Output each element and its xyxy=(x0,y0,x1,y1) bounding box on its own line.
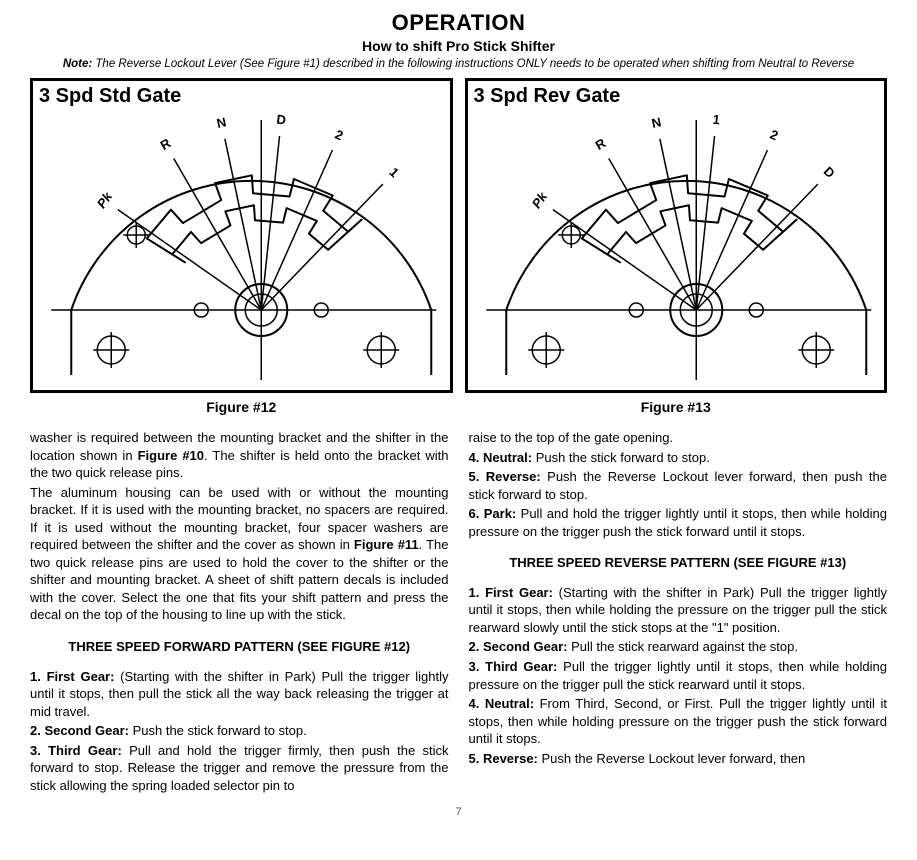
step-r-first: 1. First Gear: (Starting with the shifte… xyxy=(469,584,888,637)
step-label: 5. Reverse: xyxy=(469,469,541,484)
step-label: 4. Neutral: xyxy=(469,450,533,465)
figure-left-caption: Figure #12 xyxy=(30,399,453,415)
step-text: Push the stick forward to stop. xyxy=(129,723,307,738)
note-label: Note: xyxy=(63,58,92,70)
figure-left-box: 3 Spd Std Gate Pk R N D 2 1 xyxy=(30,78,453,393)
figure-right-box: 3 Spd Rev Gate Pk R N 1 2 D xyxy=(465,78,888,393)
step-text: Push the Reverse Lockout lever forward, … xyxy=(538,751,805,766)
svg-text:1: 1 xyxy=(386,164,402,180)
gate-diagram-left: Pk R N D 2 1 xyxy=(39,85,444,385)
svg-text:Pk: Pk xyxy=(94,189,116,211)
left-column: washer is required between the mounting … xyxy=(30,429,449,796)
svg-text:2: 2 xyxy=(333,127,346,144)
right-column: raise to the top of the gate opening. 4.… xyxy=(469,429,888,796)
step-label: 3. Third Gear: xyxy=(30,743,122,758)
svg-text:N: N xyxy=(215,114,227,131)
figure-right-caption: Figure #13 xyxy=(465,399,888,415)
para-raise: raise to the top of the gate opening. xyxy=(469,429,888,447)
svg-text:D: D xyxy=(820,164,837,181)
section-forward-pattern: THREE SPEED FORWARD PATTERN (SEE FIGURE … xyxy=(30,638,449,656)
svg-text:1: 1 xyxy=(711,112,720,128)
page-subtitle: How to shift Pro Stick Shifter xyxy=(30,38,887,54)
note-line: Note: The Reverse Lockout Lever (See Fig… xyxy=(30,58,887,70)
section-reverse-pattern: THREE SPEED REVERSE PATTERN (SEE FIGURE … xyxy=(469,554,888,572)
step-label: 2. Second Gear: xyxy=(469,639,568,654)
svg-text:R: R xyxy=(158,135,174,153)
step-r-neutral: 4. Neutral: From Third, Second, or First… xyxy=(469,695,888,748)
step-r-reverse: 5. Reverse: Push the Reverse Lockout lev… xyxy=(469,750,888,768)
header-block: OPERATION How to shift Pro Stick Shifter… xyxy=(30,10,887,70)
step-label: 6. Park: xyxy=(469,506,517,521)
step-second-gear: 2. Second Gear: Push the stick forward t… xyxy=(30,722,449,740)
svg-text:R: R xyxy=(592,135,608,153)
step-r-third: 3. Third Gear: Pull the trigger lightly … xyxy=(469,658,888,693)
figure-ref: Figure #11 xyxy=(354,537,419,552)
para-washer: washer is required between the mounting … xyxy=(30,429,449,482)
figure-left-title: 3 Spd Std Gate xyxy=(39,85,181,108)
step-text: Push the stick forward to stop. xyxy=(532,450,710,465)
step-first-gear: 1. First Gear: (Starting with the shifte… xyxy=(30,668,449,721)
step-text: Pull the stick rearward against the stop… xyxy=(567,639,798,654)
note-text: The Reverse Lockout Lever (See Figure #1… xyxy=(95,58,854,70)
step-park: 6. Park: Pull and hold the trigger light… xyxy=(469,505,888,540)
svg-text:2: 2 xyxy=(767,127,780,144)
step-reverse: 5. Reverse: Push the Reverse Lockout lev… xyxy=(469,468,888,503)
step-r-second: 2. Second Gear: Pull the stick rearward … xyxy=(469,638,888,656)
step-neutral: 4. Neutral: Push the stick forward to st… xyxy=(469,449,888,467)
step-label: 1. First Gear: xyxy=(30,669,114,684)
step-label: 3. Third Gear: xyxy=(469,659,558,674)
step-label: 5. Reverse: xyxy=(469,751,538,766)
step-label: 1. First Gear: xyxy=(469,585,553,600)
body-columns: washer is required between the mounting … xyxy=(30,429,887,796)
svg-text:D: D xyxy=(276,112,287,128)
step-text: Pull and hold the trigger lightly until … xyxy=(469,506,888,539)
step-label: 4. Neutral: xyxy=(469,696,535,711)
page-title: OPERATION xyxy=(30,10,887,36)
figures-row: 3 Spd Std Gate Pk R N D 2 1 Figure #12 3 Spd … xyxy=(30,78,887,425)
step-third-gear: 3. Third Gear: Pull and hold the trigger… xyxy=(30,742,449,795)
figure-ref: Figure #10 xyxy=(138,448,204,463)
para-housing: The aluminum housing can be used with or… xyxy=(30,484,449,624)
gate-diagram-right: Pk R N 1 2 D xyxy=(474,85,879,385)
step-label: 2. Second Gear: xyxy=(30,723,129,738)
page-number: 7 xyxy=(30,806,887,818)
svg-text:Pk: Pk xyxy=(528,189,550,211)
figure-right-title: 3 Spd Rev Gate xyxy=(474,85,621,108)
svg-text:N: N xyxy=(650,114,662,131)
